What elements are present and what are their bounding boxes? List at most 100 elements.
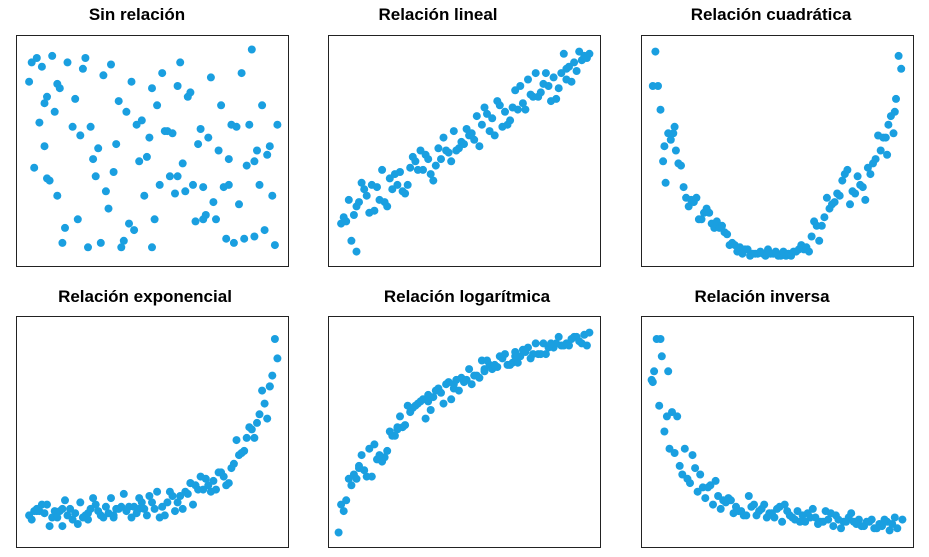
scatter-point (811, 513, 820, 522)
scatter-point (206, 487, 215, 496)
scatter-point (470, 135, 479, 144)
scatter-point (89, 155, 98, 164)
scatter-point (547, 339, 555, 348)
scatter-point (84, 509, 92, 518)
scatter-point (132, 120, 141, 129)
panel-title-inversa: Relación inversa (694, 287, 830, 306)
plot-frame (641, 316, 914, 548)
scatter-point (657, 352, 666, 361)
scatter-point (426, 170, 435, 179)
scatter-point (518, 99, 527, 108)
scatter-point (352, 247, 361, 256)
scatter-point (237, 449, 246, 457)
panel-title-sin-relacion: Sin relación (88, 5, 186, 24)
scatter-point (194, 140, 203, 149)
scatter-point (803, 509, 812, 518)
scatter-point (726, 496, 735, 505)
scatter-point (273, 120, 282, 129)
panel-title-exponencial: Relación exponencial (58, 287, 232, 306)
scatter-point (437, 388, 445, 397)
scatter-point (357, 178, 366, 187)
scatter-point (849, 517, 858, 526)
scatter-point (253, 146, 261, 155)
scatter-point (585, 49, 594, 58)
scatter-point (48, 51, 57, 60)
scatter-point (660, 142, 669, 151)
scatter-point (242, 433, 251, 442)
scatter-point (206, 73, 215, 82)
scatter-point (562, 64, 571, 73)
scatter-point (398, 187, 407, 196)
scatter-point (585, 328, 594, 337)
scatter-point (664, 367, 673, 376)
scatter-point (145, 133, 154, 142)
scatter-point (375, 451, 384, 460)
scatter-point (181, 187, 190, 196)
scatter-point (709, 500, 717, 509)
scatter-point (475, 142, 484, 151)
scatter-point (439, 399, 448, 408)
scatter-point (347, 481, 356, 490)
scatter-point (765, 509, 774, 518)
scatter-point (885, 526, 894, 535)
scatter-point (688, 451, 697, 460)
scatter-point (214, 146, 223, 155)
scatter-point (815, 236, 824, 245)
scatter-point (883, 150, 892, 159)
scatter-point (40, 142, 49, 151)
scatter-point (37, 62, 46, 71)
scatter-point (107, 60, 115, 69)
scatter-point (378, 165, 387, 174)
scatter-point (191, 217, 200, 226)
scatter-point (447, 395, 456, 404)
scatter-point (788, 513, 797, 522)
scatter-point (27, 58, 36, 67)
scatter-point (142, 152, 151, 161)
scatter-point (872, 524, 881, 533)
scatter-point (554, 332, 563, 341)
scatter-point (691, 464, 700, 473)
scatter-point (846, 200, 854, 209)
scatter-point (96, 238, 105, 247)
scatter-point (686, 479, 694, 488)
scatter-point (250, 433, 259, 442)
scatter-point (352, 474, 361, 483)
scatter-point (43, 92, 51, 101)
scatter-point (68, 122, 77, 131)
scatter-point (826, 509, 835, 518)
scatter-point (337, 500, 346, 509)
scatter-point (757, 504, 766, 513)
scatter-point (498, 122, 507, 131)
scatter-point (513, 358, 522, 367)
scatter-point (183, 489, 192, 498)
scatter-point (232, 122, 241, 131)
scatter-point (37, 500, 46, 509)
scatter-point (78, 64, 87, 73)
scatter-point (406, 408, 415, 417)
scatter-point (199, 485, 208, 494)
panel-title-logaritmica: Relación logarítmica (383, 287, 551, 306)
scatter-point (178, 504, 187, 513)
scatter-point (140, 504, 149, 513)
scatter-point (880, 515, 889, 524)
scatter-point (107, 494, 115, 503)
scatter-point (670, 122, 679, 131)
scatter-point (656, 105, 665, 114)
scatter-point (744, 492, 753, 500)
scatter-point (501, 107, 509, 116)
scatter-point (675, 461, 684, 470)
scatter-point (871, 155, 880, 164)
plot-frame (328, 316, 601, 548)
scatter-point (661, 178, 670, 187)
scatter-point (437, 155, 445, 164)
scatter-point (125, 219, 133, 228)
scatter-point (104, 204, 113, 213)
scatter-point (567, 335, 576, 343)
scatter-point (270, 241, 279, 250)
scatter-point (63, 58, 72, 67)
scatter-point (171, 189, 179, 198)
scatter-point (536, 88, 545, 97)
scatter-point (822, 193, 831, 202)
scatter-point (212, 215, 220, 224)
